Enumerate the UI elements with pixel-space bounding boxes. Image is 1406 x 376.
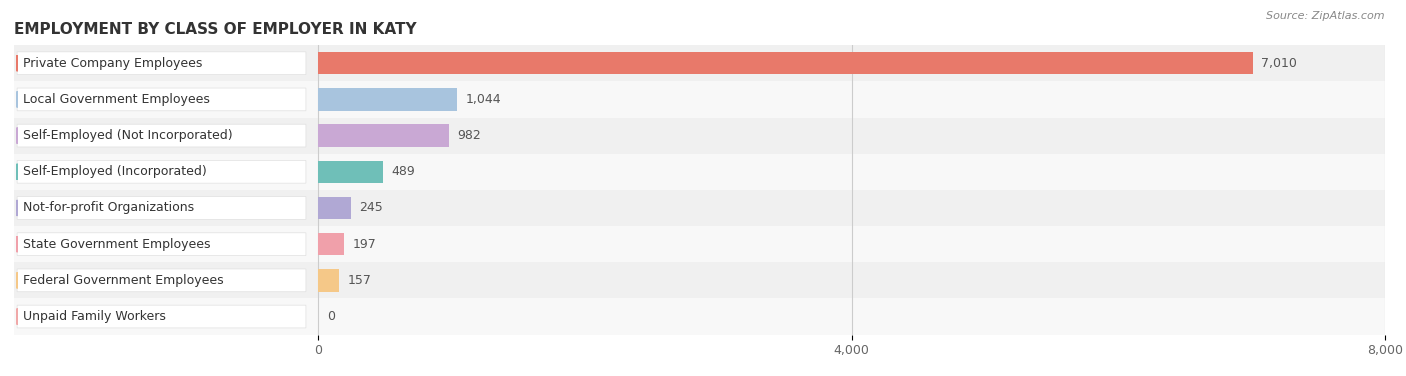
Bar xyxy=(14,45,1385,81)
FancyBboxPatch shape xyxy=(17,305,307,328)
Text: Not-for-profit Organizations: Not-for-profit Organizations xyxy=(24,202,194,214)
Text: Source: ZipAtlas.com: Source: ZipAtlas.com xyxy=(1267,11,1385,21)
Text: 489: 489 xyxy=(392,165,416,178)
Text: Self-Employed (Not Incorporated): Self-Employed (Not Incorporated) xyxy=(24,129,233,142)
Bar xyxy=(14,81,1385,118)
Text: 157: 157 xyxy=(347,274,371,287)
Bar xyxy=(318,88,457,111)
Text: Local Government Employees: Local Government Employees xyxy=(24,93,209,106)
FancyBboxPatch shape xyxy=(17,233,307,256)
Bar xyxy=(318,161,384,183)
Text: 982: 982 xyxy=(457,129,481,142)
Bar xyxy=(318,52,1253,74)
Bar xyxy=(318,269,339,291)
Text: Private Company Employees: Private Company Employees xyxy=(24,57,202,70)
FancyBboxPatch shape xyxy=(17,161,307,183)
Bar xyxy=(14,262,1385,299)
Text: 7,010: 7,010 xyxy=(1261,57,1298,70)
Text: 0: 0 xyxy=(326,310,335,323)
Bar xyxy=(318,233,344,255)
Text: 245: 245 xyxy=(360,202,382,214)
Bar xyxy=(318,124,449,147)
FancyBboxPatch shape xyxy=(17,52,307,74)
Text: 197: 197 xyxy=(353,238,377,251)
Bar xyxy=(14,117,1385,154)
FancyBboxPatch shape xyxy=(17,269,307,292)
FancyBboxPatch shape xyxy=(17,124,307,147)
Bar xyxy=(14,154,1385,190)
Text: 1,044: 1,044 xyxy=(465,93,502,106)
Text: Federal Government Employees: Federal Government Employees xyxy=(24,274,224,287)
Bar xyxy=(318,197,350,219)
Bar xyxy=(14,190,1385,226)
Text: Self-Employed (Incorporated): Self-Employed (Incorporated) xyxy=(24,165,207,178)
Text: State Government Employees: State Government Employees xyxy=(24,238,211,251)
Text: EMPLOYMENT BY CLASS OF EMPLOYER IN KATY: EMPLOYMENT BY CLASS OF EMPLOYER IN KATY xyxy=(14,22,416,37)
Bar xyxy=(14,226,1385,262)
Bar xyxy=(14,299,1385,335)
Text: Unpaid Family Workers: Unpaid Family Workers xyxy=(24,310,166,323)
FancyBboxPatch shape xyxy=(17,197,307,219)
FancyBboxPatch shape xyxy=(17,88,307,111)
